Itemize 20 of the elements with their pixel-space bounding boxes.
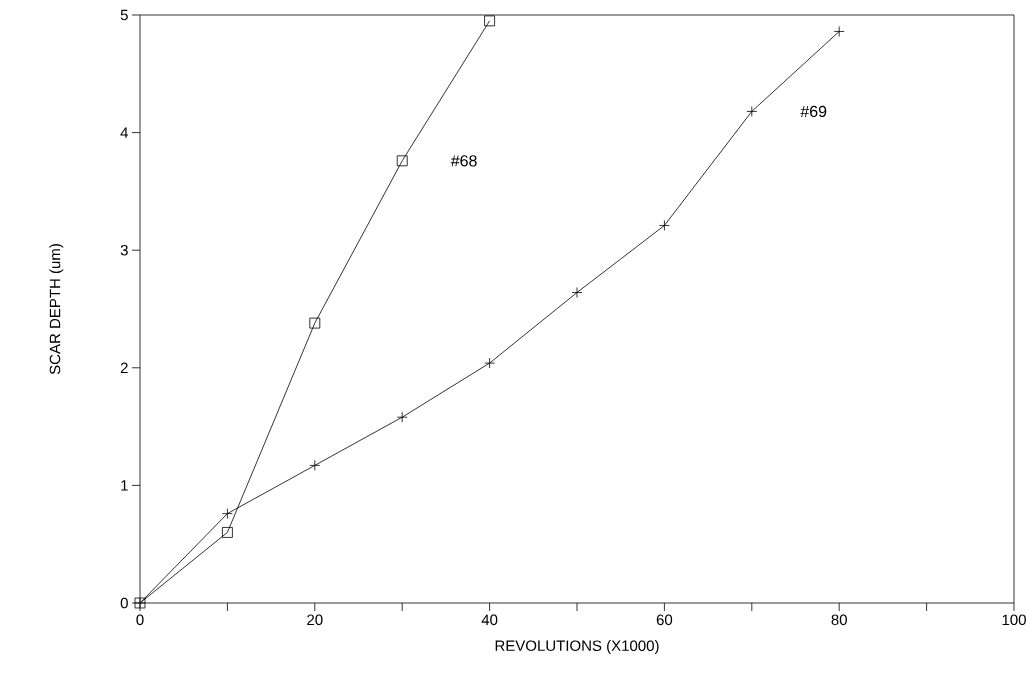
point (222, 527, 233, 538)
x-axis-title: REVOLUTIONS (X1000) (495, 640, 659, 654)
y-tick-label: 1 (121, 480, 128, 491)
x-tick-label: 60 (656, 614, 673, 626)
y-tick-label: 0 (120, 597, 128, 609)
point (309, 317, 321, 329)
point (484, 15, 495, 27)
x-tick-label: 100 (1002, 614, 1026, 626)
x-tick-label: 40 (481, 614, 498, 626)
point (396, 155, 408, 167)
y-tick-label: 4 (120, 127, 129, 138)
y-axis-title: SCAR DEPTH (um) (49, 244, 64, 375)
y-tick-label: 2 (120, 362, 128, 374)
text: #68 (450, 155, 477, 167)
x-tick-label: 0 (136, 614, 144, 626)
y-tick-label: 5 (120, 9, 128, 21)
y-tick-label: 3 (120, 244, 128, 256)
x-tick-label: 80 (831, 614, 847, 626)
series-label: #69 (800, 105, 827, 118)
x-tick-label: 20 (307, 614, 323, 626)
